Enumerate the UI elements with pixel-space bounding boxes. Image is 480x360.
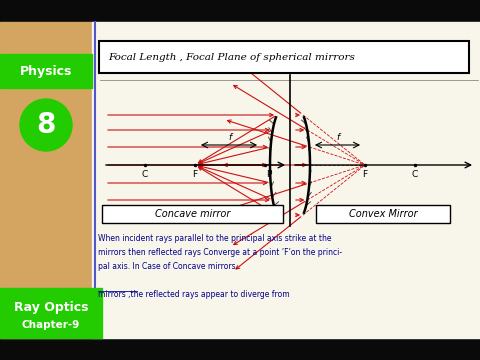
Text: mirrors ,the reflected rays appear to diverge from: mirrors ,the reflected rays appear to di… — [98, 290, 289, 299]
Text: Focal Length , Focal Plane of spherical mirrors: Focal Length , Focal Plane of spherical … — [108, 53, 355, 62]
Text: C: C — [412, 170, 418, 179]
Bar — [0, 22, 92, 338]
Text: F: F — [362, 170, 368, 179]
Bar — [0, 54, 92, 88]
Bar — [92, 22, 480, 338]
Text: F: F — [192, 170, 198, 179]
Bar — [0, 0, 480, 22]
Text: Chapter-9: Chapter-9 — [22, 320, 80, 330]
Text: mirrors then reflected rays Converge at a point ’F’on the princi-: mirrors then reflected rays Converge at … — [98, 248, 342, 257]
Bar — [0, 288, 102, 338]
Text: Convex Mirror: Convex Mirror — [348, 209, 417, 219]
Text: 8: 8 — [36, 111, 56, 139]
Text: P: P — [266, 170, 272, 179]
Text: f: f — [336, 132, 339, 141]
FancyBboxPatch shape — [99, 41, 469, 73]
Text: Physics: Physics — [20, 64, 72, 77]
FancyBboxPatch shape — [102, 205, 283, 223]
FancyBboxPatch shape — [315, 205, 450, 223]
Text: pal axis. In Case of Concave mirrors.: pal axis. In Case of Concave mirrors. — [98, 262, 238, 271]
Bar — [0, 338, 480, 360]
Text: When incident rays parallel to the principal axis strike at the: When incident rays parallel to the princ… — [98, 234, 332, 243]
Text: C: C — [142, 170, 148, 179]
Text: f: f — [228, 132, 231, 141]
Text: Ray Optics: Ray Optics — [14, 301, 88, 314]
Circle shape — [20, 99, 72, 151]
Text: Concave mirror: Concave mirror — [155, 209, 230, 219]
